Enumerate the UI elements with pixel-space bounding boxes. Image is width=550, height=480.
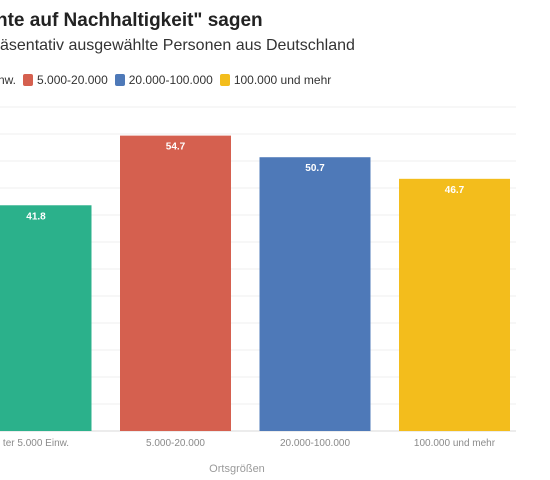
legend-item-3[interactable]: 100.000 und mehr [219,73,332,87]
x-tick-labels: ter 5.000 Einw. 5.000-20.000 20.000-100.00… [3,438,496,449]
x-tick-label-0: ter 5.000 Einw. [3,438,69,449]
legend-label-3: 100.000 und mehr [233,73,332,87]
legend: nw. 5.000-20.000 20.000-100.000 100.000 … [0,72,338,88]
legend-label-2: 20.000-100.000 [128,73,213,87]
data-labels: 41.8 54.7 50.7 46.7 [26,142,464,223]
bars [0,135,510,431]
x-tick-label-2: 20.000-100.000 [280,438,351,449]
bar-2[interactable] [259,157,371,431]
legend-item-1[interactable]: 5.000-20.000 [23,73,108,87]
legend-label-1: 5.000-20.000 [37,73,108,87]
legend-item-2[interactable]: 20.000-100.000 [114,73,213,87]
legend-swatch-2 [114,74,125,86]
chart-subtitle: äsentativ ausgewählte Personen aus Deuts… [0,37,355,54]
data-label-1: 54.7 [166,142,186,153]
bar-3[interactable] [399,178,510,431]
legend-label-0: nw. [0,73,17,87]
x-tick-label-1: 5.000-20.000 [146,438,205,449]
legend-item-0[interactable]: nw. [0,73,16,87]
legend-swatch-1 [23,74,34,86]
bar-1[interactable] [120,135,231,431]
x-axis-title: Ortsgrößen [209,463,265,475]
legend-swatch-3 [219,74,230,86]
data-label-0: 41.8 [26,211,46,222]
x-tick-label-3: 100.000 und mehr [414,438,496,449]
chart-title: hte auf Nachhaltigkeit" sagen [0,10,263,31]
data-label-2: 50.7 [305,163,325,174]
bar-0[interactable] [0,205,92,431]
data-label-3: 46.7 [445,185,465,196]
